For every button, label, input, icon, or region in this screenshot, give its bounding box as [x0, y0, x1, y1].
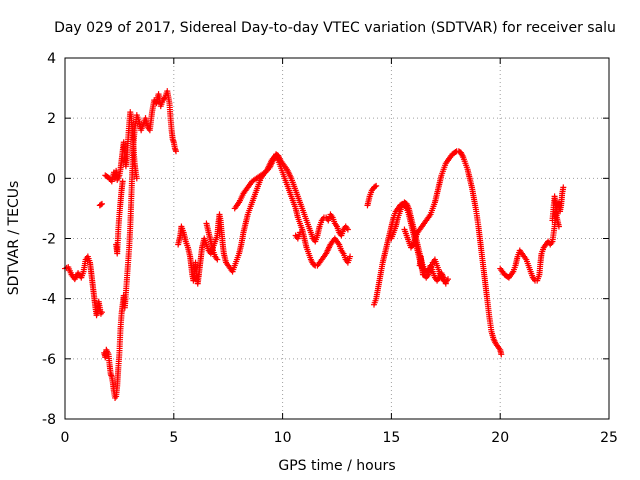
data-point [373, 182, 380, 189]
x-tick-label: 0 [61, 430, 70, 446]
x-tick-label: 25 [600, 430, 618, 446]
y-tick-label: -8 [42, 412, 56, 428]
x-tick-label: 20 [491, 430, 509, 446]
data-point [97, 201, 104, 208]
data-point [555, 223, 562, 230]
data-point [498, 351, 505, 358]
x-tick-labels: 0 5 10 15 20 25 [61, 430, 618, 446]
data-point [214, 256, 221, 263]
data-point [172, 148, 179, 155]
y-tick-label: -2 [42, 232, 56, 248]
data-point [419, 271, 426, 278]
chart-title: Day 029 of 2017, Sidereal Day-to-day VTE… [54, 20, 616, 36]
y-axis-label: SDTVAR / TECUs [6, 181, 22, 296]
data-point [347, 253, 354, 260]
x-tick-label: 15 [382, 430, 400, 446]
x-tick-label: 10 [274, 430, 292, 446]
x-tick-label: 5 [169, 430, 178, 446]
data-point [560, 184, 567, 191]
data-point [372, 183, 379, 190]
y-tick-label: -6 [42, 352, 56, 368]
data-series-sdtvar [62, 88, 567, 401]
y-tick-labels: -8 -6 -4 -2 0 2 4 [42, 51, 56, 428]
y-tick-label: -4 [42, 292, 56, 308]
data-point [297, 229, 304, 236]
y-tick-label: 0 [47, 171, 56, 187]
y-tick-label: 2 [47, 111, 56, 127]
data-point [119, 178, 126, 185]
data-point [311, 261, 318, 268]
data-point [133, 175, 140, 182]
data-point [98, 200, 105, 207]
y-tick-label: 4 [47, 51, 56, 67]
data-point [442, 280, 449, 287]
data-point [98, 309, 105, 316]
axis-ticks [64, 57, 610, 420]
data-point [344, 226, 351, 233]
x-axis-label: GPS time / hours [278, 458, 395, 474]
